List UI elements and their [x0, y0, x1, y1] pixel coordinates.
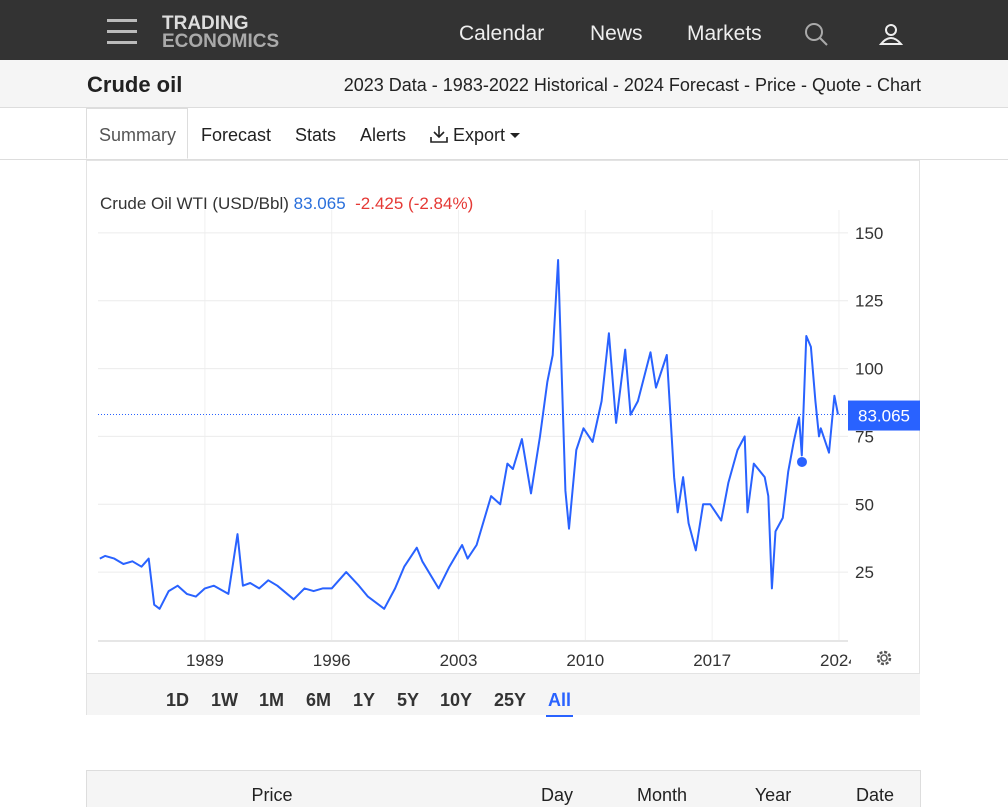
column-header: Year: [754, 785, 792, 805]
chart-panel: Crude Oil WTI (USD/Bbl) 83.065 -2.425 (-…: [86, 160, 920, 715]
column-header: Month: [636, 785, 688, 805]
chart-header: Crude Oil WTI (USD/Bbl) 83.065 -2.425 (-…: [100, 194, 473, 214]
x-labels: 1989 1996 2003 2010 2017 2024: [186, 651, 858, 670]
x-tick-label: 1989: [186, 651, 224, 670]
column-header: Day: [540, 785, 574, 805]
user-icon[interactable]: [879, 22, 903, 46]
range-button[interactable]: 1D: [166, 690, 190, 710]
menu-icon[interactable]: [107, 19, 137, 45]
range-button[interactable]: 1W: [211, 690, 238, 710]
tab[interactable]: Forecast: [201, 125, 272, 145]
last-price-box: [848, 400, 920, 431]
chart: 1989 1996 2003 2010 2017 2024 25 50 75 100 125 150…: [98, 210, 920, 670]
range-button[interactable]: 10Y: [440, 690, 473, 710]
x-tick-label: 2010: [566, 651, 604, 670]
range-bar: 1D 1W 1M 6M 1Y 5Y 10Y 25Y All: [87, 673, 920, 717]
logo-bottom: ECONOMICS: [162, 31, 280, 52]
x-tick-label: 2024: [820, 651, 858, 670]
page-title: Crude oil: [87, 72, 183, 97]
active-tab-frame: [86, 108, 188, 159]
tab[interactable]: Stats: [295, 125, 337, 145]
y-tick-label: 75: [855, 427, 874, 446]
marker-point: [796, 456, 807, 467]
chart-title: Crude Oil WTI (USD/Bbl): [100, 194, 289, 213]
column-header: Date: [855, 785, 895, 805]
search-icon[interactable]: [804, 22, 830, 48]
tabs: Summary Forecast Stats Alerts Export: [0, 108, 1008, 160]
y-tick-label: 125: [855, 292, 883, 311]
header: Crude oil 2023 Data - 1983-2022 Historic…: [0, 60, 1008, 108]
download-icon: [430, 126, 448, 143]
y-tick-label: 150: [855, 224, 883, 243]
y-tick-label: 25: [855, 563, 874, 582]
last-price-label: 83.065: [858, 407, 910, 426]
range-button[interactable]: 1Y: [353, 690, 376, 710]
nav-link[interactable]: Calendar: [459, 22, 545, 45]
change: -2.425: [355, 194, 404, 213]
subtitle[interactable]: 2023 Data - 1983-2022 Historical - 2024 …: [343, 75, 921, 95]
y-tick-label: 50: [855, 495, 874, 514]
last-price: 83.065: [293, 194, 346, 213]
range-button[interactable]: 5Y: [397, 690, 420, 710]
x-tick-label: 1996: [313, 651, 351, 670]
y-tick-label: 100: [855, 360, 883, 379]
range-button[interactable]: All: [546, 690, 574, 717]
column-header: Price: [251, 785, 293, 805]
x-tick-label: 2003: [440, 651, 478, 670]
range-button[interactable]: 6M: [306, 690, 332, 710]
top-bar: TRADING ECONOMICS Calendar News Markets: [0, 0, 1008, 60]
price-line: [99, 259, 839, 610]
logo[interactable]: TRADING ECONOMICS: [162, 13, 280, 52]
tab[interactable]: Export: [453, 125, 506, 145]
logo-top: TRADING: [162, 13, 249, 34]
caret: [510, 133, 520, 138]
settings-icon[interactable]: [874, 648, 894, 668]
x-tick-label: 2017: [693, 651, 731, 670]
change-pct: (-2.84%): [408, 194, 474, 213]
nav-link[interactable]: News: [590, 22, 643, 45]
range-button[interactable]: 25Y: [494, 690, 527, 710]
tab[interactable]: Alerts: [360, 125, 407, 145]
tab[interactable]: Summary: [99, 125, 177, 145]
nav-link[interactable]: Markets: [687, 22, 762, 45]
range-button[interactable]: 1M: [259, 690, 285, 710]
table-header: Price Day Month Year Date: [86, 770, 921, 807]
